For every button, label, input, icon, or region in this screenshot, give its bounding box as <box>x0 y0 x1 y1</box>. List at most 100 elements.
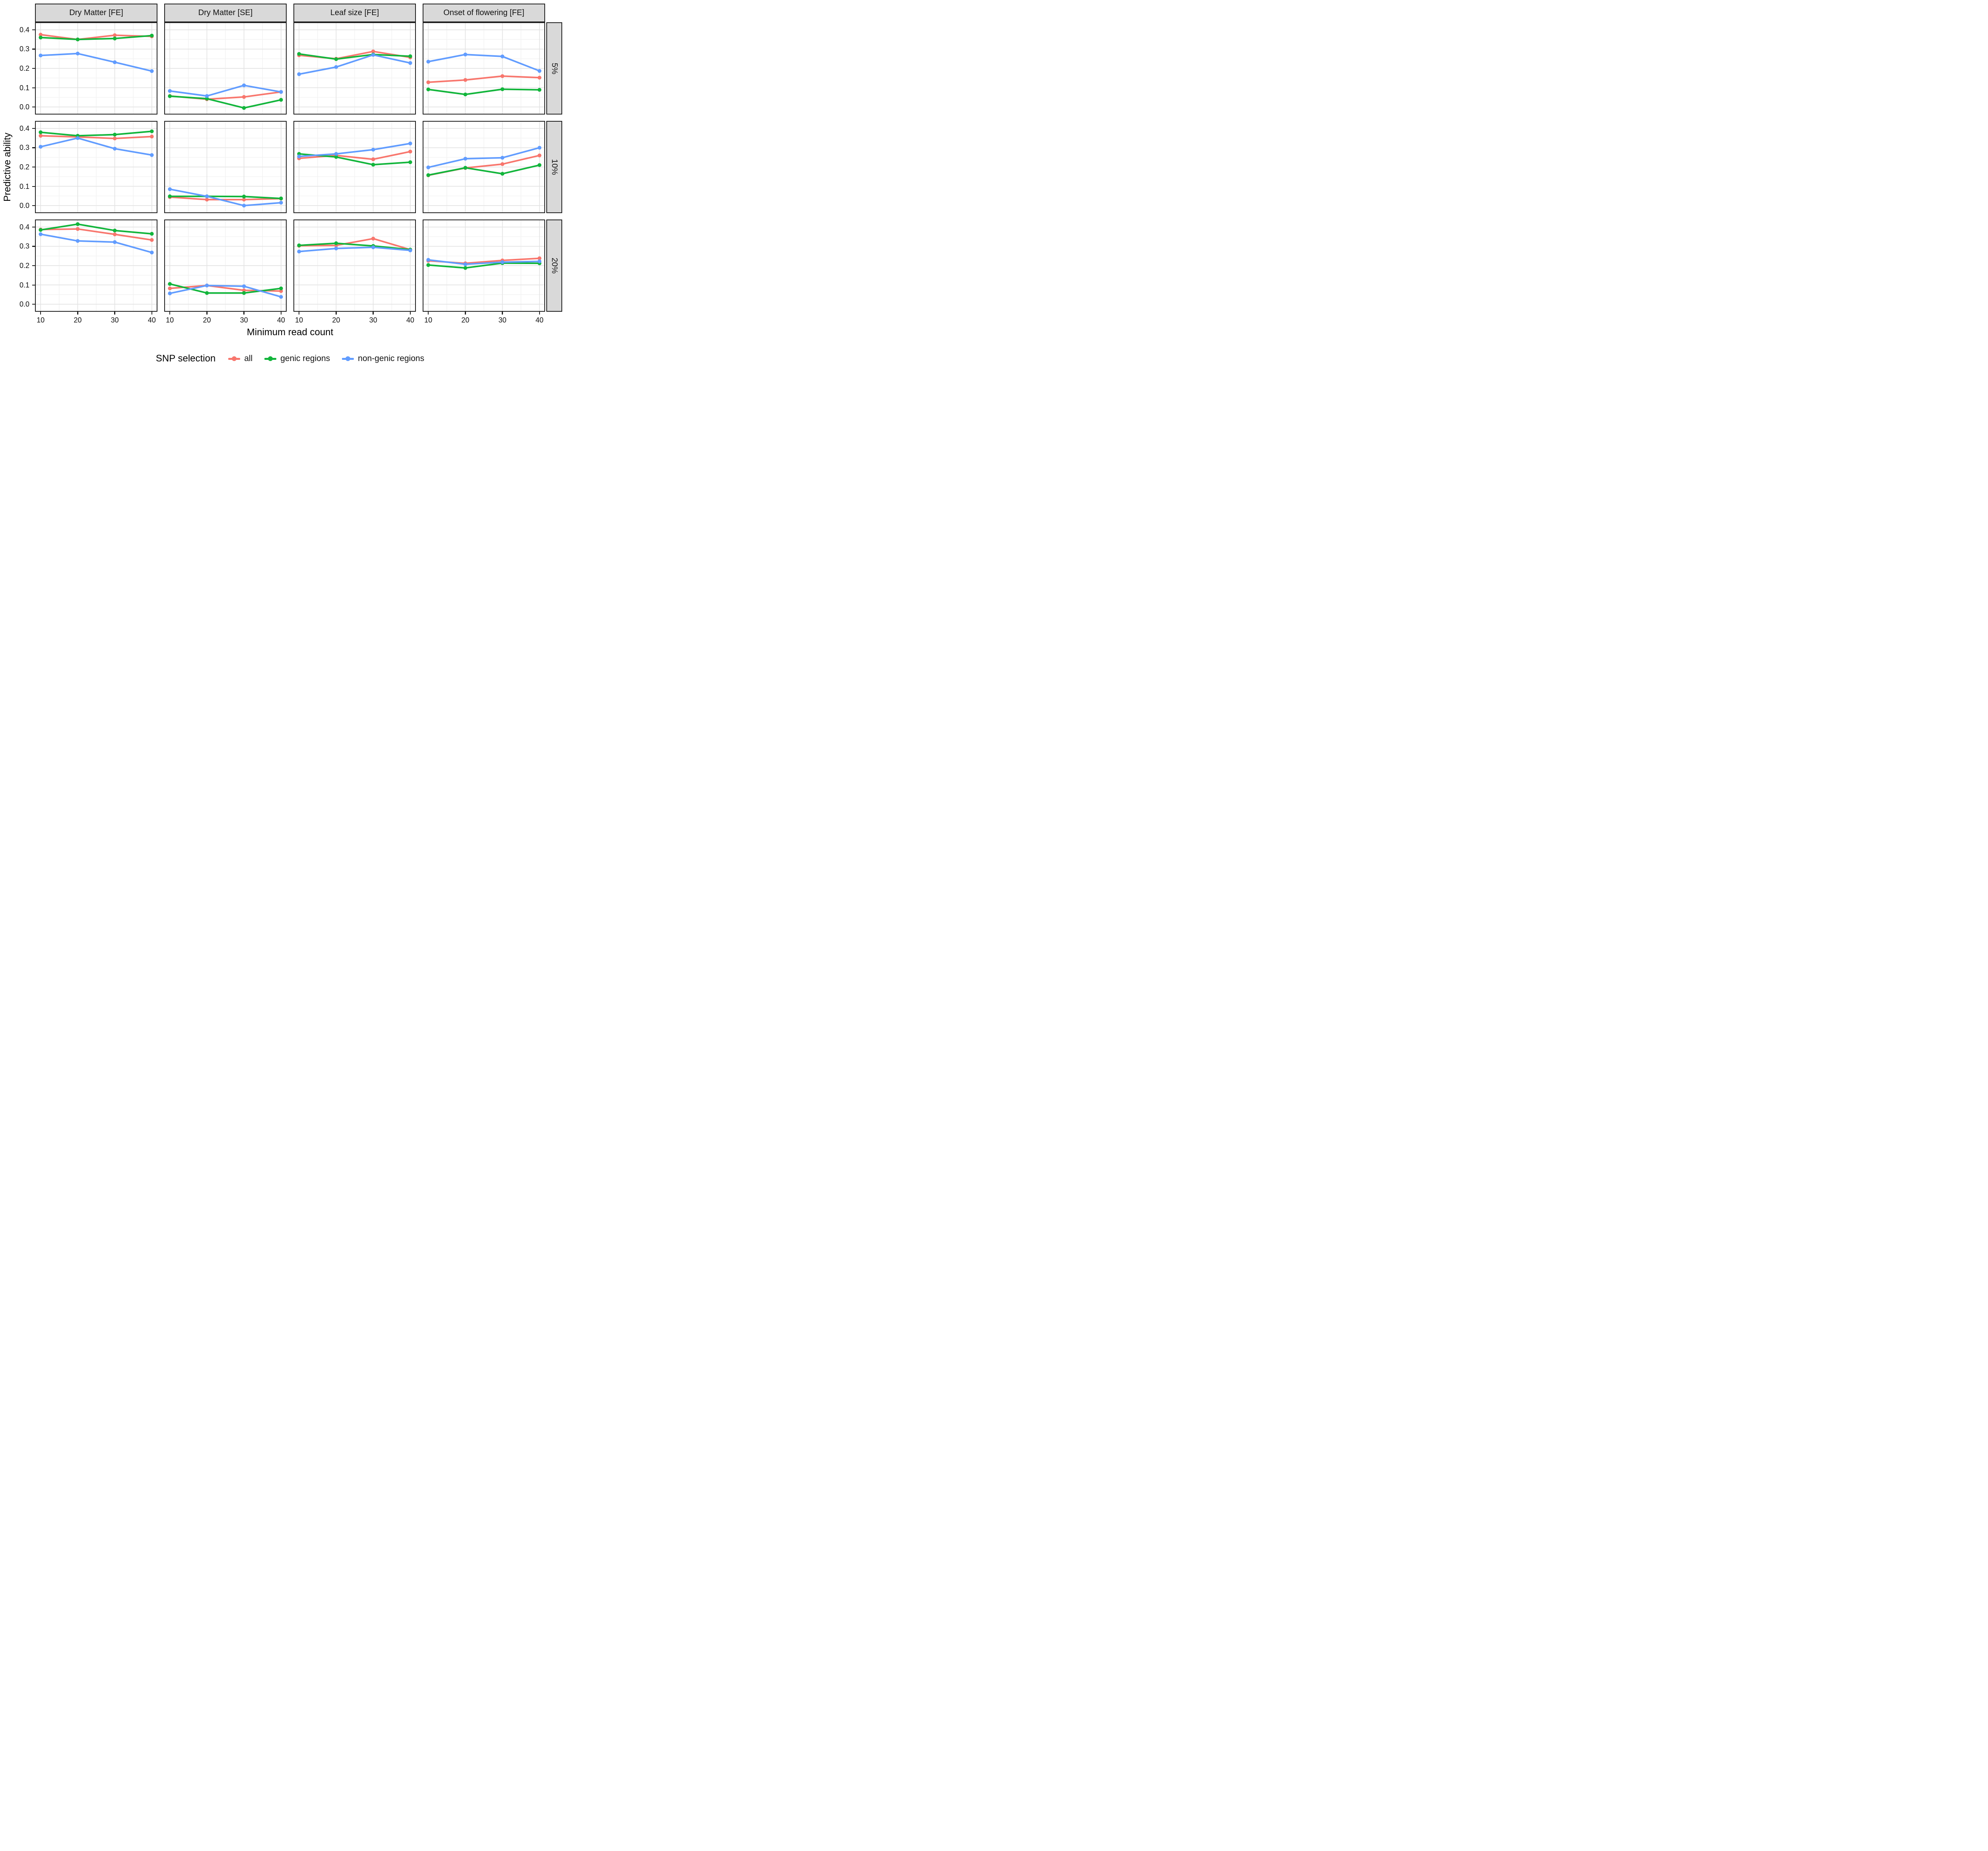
y-tick-label: 0.3 <box>19 144 29 152</box>
x-tick-label: 30 <box>240 316 248 324</box>
facet-strip-col-dry-matter-fe: Dry Matter [FE] <box>35 4 157 22</box>
panel-canvas <box>165 220 286 311</box>
y-tick-mark <box>32 29 35 31</box>
facet-strip-col-dry-matter-se: Dry Matter [SE] <box>164 4 287 22</box>
data-point-all <box>39 134 43 138</box>
panel-canvas <box>294 220 415 311</box>
series-line-non-genic-regions <box>40 233 153 254</box>
y-tick-mark <box>32 128 35 129</box>
series-line-all <box>298 151 411 160</box>
data-point-all <box>150 134 154 139</box>
data-point-non-genic-regions <box>205 284 209 287</box>
data-point-genic-regions <box>538 163 542 167</box>
x-tick-mark <box>77 312 78 315</box>
series-line-genic-regions <box>169 283 282 294</box>
data-point-genic-regions <box>426 173 430 177</box>
data-point-all <box>463 78 468 82</box>
x-tick-label: 20 <box>74 316 82 324</box>
series-line-genic-regions <box>40 223 153 235</box>
y-tick-label: 0.3 <box>19 242 29 251</box>
data-point-non-genic-regions <box>371 245 375 249</box>
panel-dry-matter-fe-20 <box>35 219 157 312</box>
data-point-non-genic-regions <box>39 232 43 236</box>
data-point-non-genic-regions <box>150 69 154 73</box>
x-tick-label: 40 <box>148 316 156 324</box>
legend-key-icon <box>228 354 241 363</box>
data-point-genic-regions <box>463 92 468 97</box>
x-tick-label: 10 <box>295 316 303 324</box>
legend-key-icon <box>342 354 354 363</box>
legend-item-label: all <box>244 354 253 363</box>
panel-canvas <box>294 122 415 212</box>
panel-dry-matter-se-20 <box>164 219 287 312</box>
series-line-all <box>40 228 153 241</box>
series-line-non-genic-regions <box>169 284 282 298</box>
panel-canvas <box>165 122 286 212</box>
data-point-all <box>371 237 375 241</box>
y-tick-label: 0.0 <box>19 202 29 210</box>
data-point-non-genic-regions <box>297 72 301 76</box>
data-point-all <box>76 227 80 231</box>
x-tick-label: 30 <box>111 316 119 324</box>
y-tick-mark <box>32 284 35 286</box>
series-line-non-genic-regions <box>169 84 282 97</box>
data-point-genic-regions <box>39 35 43 40</box>
data-point-genic-regions <box>168 194 172 198</box>
data-point-non-genic-regions <box>76 51 80 56</box>
panel-leaf-size-fe-10 <box>293 121 416 213</box>
data-point-genic-regions <box>279 286 283 291</box>
data-point-genic-regions <box>242 194 246 199</box>
data-point-non-genic-regions <box>279 200 283 205</box>
data-point-genic-regions <box>500 172 505 176</box>
data-point-non-genic-regions <box>426 258 430 262</box>
panel-dry-matter-fe-5 <box>35 22 157 115</box>
panel-leaf-size-fe-20 <box>293 219 416 312</box>
series-line-non-genic-regions <box>298 142 411 157</box>
data-point-non-genic-regions <box>279 295 283 299</box>
x-tick-mark <box>427 312 429 315</box>
data-point-all <box>538 76 542 80</box>
data-point-genic-regions <box>39 228 43 232</box>
y-tick-label: 0.4 <box>19 25 29 34</box>
data-point-all <box>150 238 154 242</box>
series-line-genic-regions <box>169 95 282 109</box>
data-point-genic-regions <box>426 87 430 91</box>
series-line-non-genic-regions <box>40 137 153 156</box>
panel-dry-matter-se-10 <box>164 121 287 213</box>
y-tick-label: 0.0 <box>19 103 29 111</box>
data-point-all <box>371 49 375 54</box>
data-point-non-genic-regions <box>150 251 154 254</box>
data-point-non-genic-regions <box>500 54 505 58</box>
x-tick-label: 30 <box>498 316 507 324</box>
data-point-genic-regions <box>297 52 301 56</box>
x-tick-label: 10 <box>424 316 433 324</box>
data-point-genic-regions <box>168 282 172 286</box>
data-point-non-genic-regions <box>538 146 542 150</box>
data-point-all <box>39 33 43 37</box>
panel-onset-of-flowering-fe-10 <box>423 121 545 213</box>
panel-canvas <box>36 220 157 311</box>
x-tick-label: 10 <box>37 316 45 324</box>
data-point-non-genic-regions <box>39 53 43 58</box>
series-line-genic-regions <box>169 195 282 200</box>
y-tick-mark <box>32 87 35 88</box>
data-point-non-genic-regions <box>334 65 338 69</box>
series-line-genic-regions <box>40 130 153 137</box>
legend: SNP selection all genic regions non-genic … <box>35 349 545 368</box>
data-point-genic-regions <box>279 196 283 200</box>
data-point-non-genic-regions <box>113 240 117 244</box>
x-tick-label: 10 <box>166 316 174 324</box>
y-tick-label: 0.1 <box>19 281 29 289</box>
data-point-all <box>538 256 542 260</box>
series-line-all <box>298 238 411 251</box>
data-point-non-genic-regions <box>242 204 246 208</box>
data-point-genic-regions <box>334 57 338 61</box>
x-tick-label: 20 <box>461 316 470 324</box>
panel-canvas <box>36 122 157 212</box>
x-tick-mark <box>465 312 466 315</box>
data-point-genic-regions <box>150 232 154 236</box>
x-tick-label: 40 <box>277 316 285 324</box>
series-line-genic-regions <box>298 53 411 60</box>
facet-strip-row-5: 5% <box>546 22 562 115</box>
data-point-all <box>371 157 375 161</box>
